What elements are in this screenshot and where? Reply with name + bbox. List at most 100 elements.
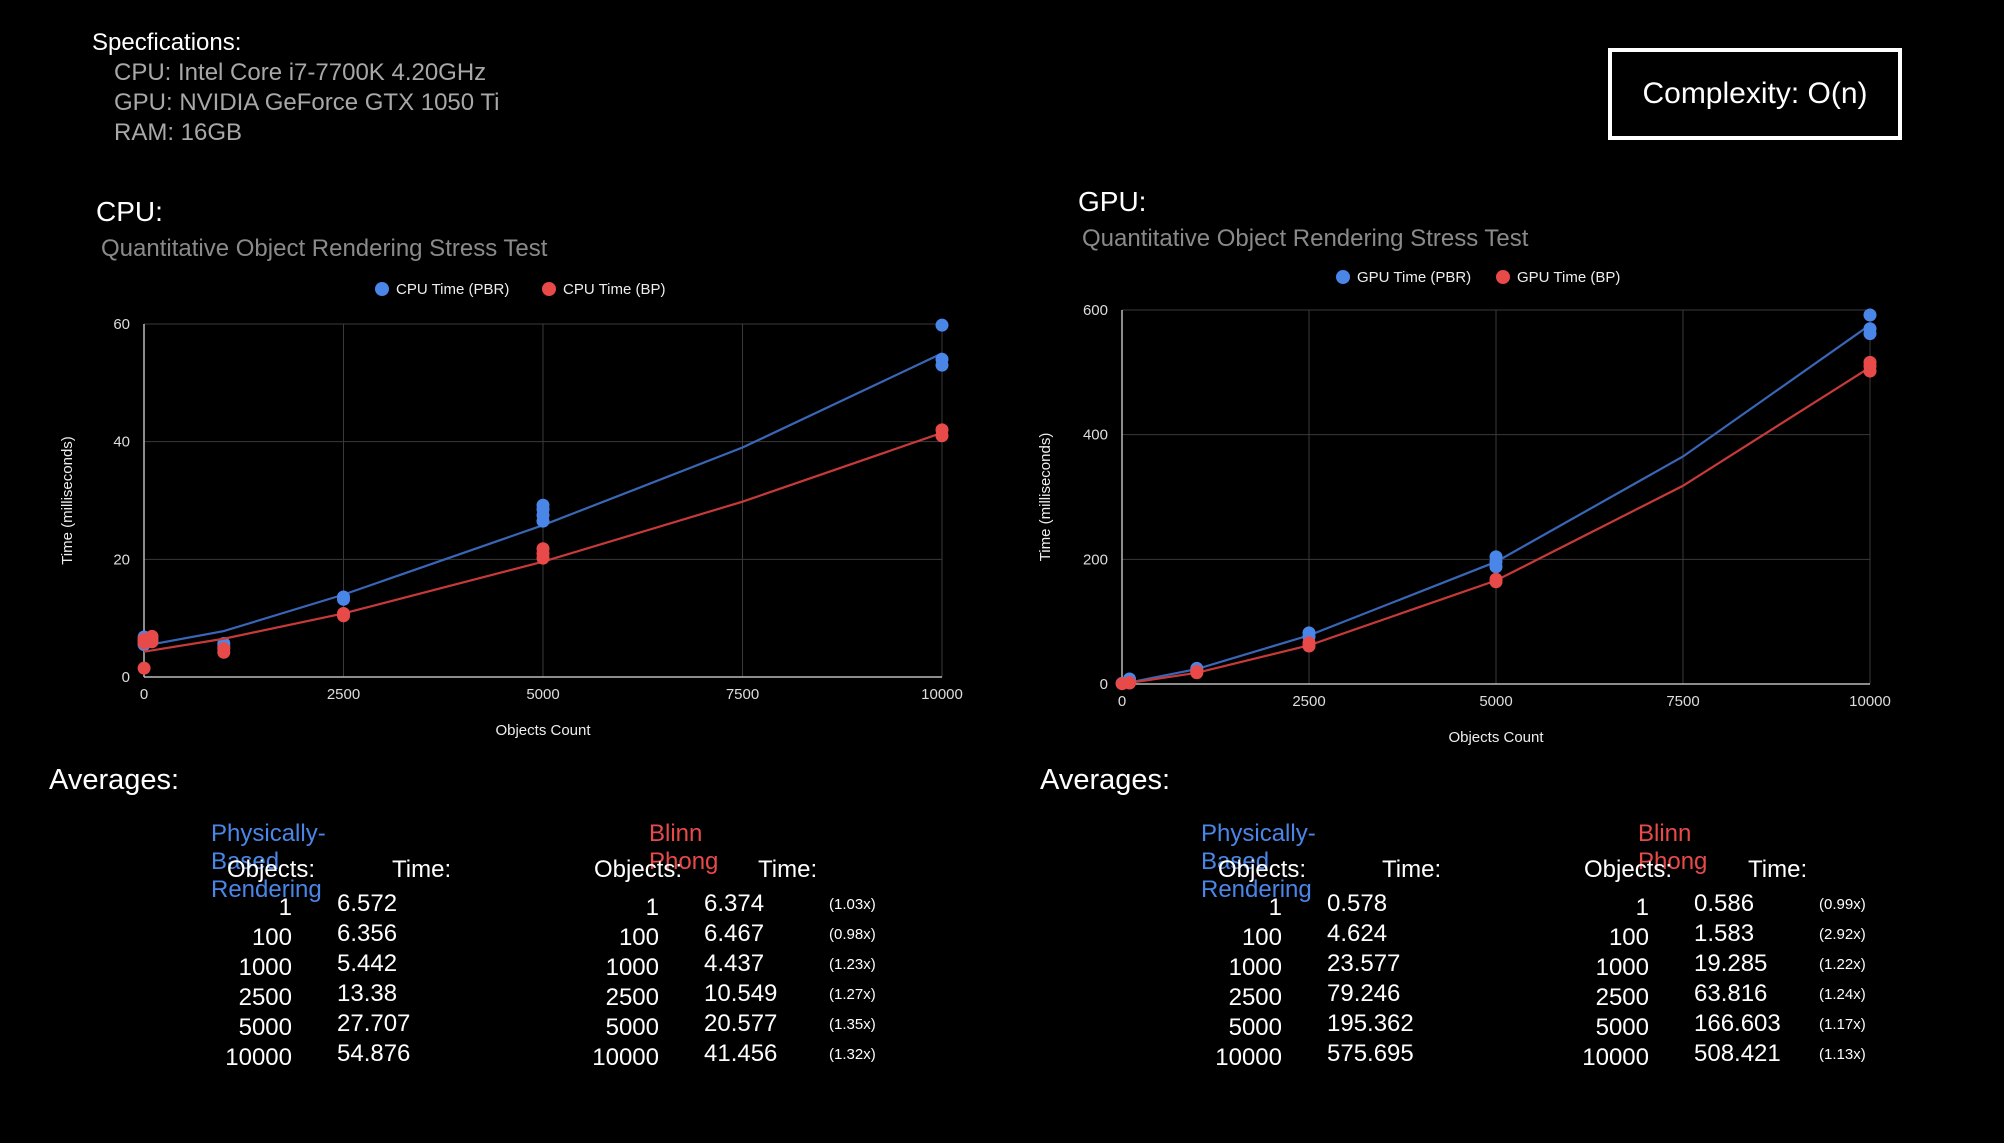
cpu-chart-xtick-label: 7500 (726, 686, 759, 703)
gpu-pbr-row: 1 0.578 (1162, 890, 1582, 921)
gpu-chart-series-bp-point (1190, 665, 1204, 679)
cpu-pbr-row: 5000 27.707 (172, 1010, 592, 1041)
cpu-chart-xtick-label: 5000 (526, 686, 559, 703)
cpu-bp-row: 1000 4.437 (1.23x) (539, 950, 959, 981)
cpu-chart-ytick-label: 20 (113, 551, 130, 568)
cpu-pbr-objects-cell: 1000 (238, 954, 292, 981)
cpu-chart-series-bp-point (145, 629, 159, 643)
cpu-chart-xtick-label: 2500 (327, 686, 360, 703)
cpu-bp-row: 100 6.467 (0.98x) (539, 920, 959, 951)
complexity-box: Complexity: O(n) (1608, 48, 1902, 140)
gpu-chart-xtick-label: 10000 (1849, 693, 1891, 710)
gpu-pbr-time-cell: 23.577 (1327, 950, 1401, 977)
cpu-chart-series-pbr-trendline (143, 352, 943, 647)
gpu-pbr-row: 10000 575.695 (1162, 1040, 1582, 1071)
cpu-bp-time-cell: 20.577 (704, 1010, 778, 1037)
cpu-pbr-objects-cell: 2500 (238, 984, 292, 1011)
gpu-bp-time-cell: 1.583 (1694, 920, 1755, 947)
gpu-bp-row: 2500 63.816 (1.24x) (1529, 980, 1949, 1011)
gpu-pbr-time-cell: 575.695 (1327, 1040, 1414, 1067)
cpu-bp-ratio-cell: (1.03x) (829, 896, 876, 913)
gpu-chart-series-bp-point (1863, 355, 1877, 369)
gpu-chart-y-axis-label: Time (milliseconds) (1037, 433, 1054, 562)
cpu-bp-objects-cell: 2500 (605, 984, 659, 1011)
cpu-bp-time-cell: 6.467 (704, 920, 765, 947)
gpu-bp-ratio-cell: (1.17x) (1819, 1016, 1866, 1033)
gpu-chart-series-pbr-point (1863, 322, 1877, 336)
cpu-pbr-row: 1000 5.442 (172, 950, 592, 981)
cpu-bp-objects-cell: 1 (645, 894, 659, 921)
cpu-chart-legend-label-pbr: CPU Time (PBR) (396, 281, 509, 298)
gpu-pbr-heading: Physically-Based Rendering (1201, 820, 1316, 903)
cpu-chart-ytick-label: 60 (113, 316, 130, 333)
cpu-chart-legend-marker-pbr (375, 282, 389, 296)
cpu-chart: 0 2500 5000 7500 10000 0 20 40 60 Objects Count Ti… (59, 281, 963, 739)
gpu-pbr-row: 5000 195.362 (1162, 1010, 1582, 1041)
gpu-pbr-objects-cell: 5000 (1228, 1014, 1282, 1041)
cpu-bp-time-header: Time: (758, 856, 818, 883)
gpu-chart-legend-label-bp: GPU Time (BP) (1517, 269, 1620, 286)
cpu-pbr-heading: Physically-Based Rendering (211, 820, 326, 903)
cpu-pbr-row: 2500 13.38 (172, 980, 592, 1011)
cpu-bp-time-cell: 4.437 (704, 950, 765, 977)
gpu-pbr-row: 1000 23.577 (1162, 950, 1582, 981)
gpu-bp-ratio-cell: (1.13x) (1819, 1046, 1866, 1063)
cpu-bp-heading: Blinn Phong (649, 820, 719, 875)
gpu-chart-series-pbr-point (1489, 550, 1503, 564)
gpu-bp-row: 1000 19.285 (1.22x) (1529, 950, 1949, 981)
specs-cpu: CPU: Intel Core i7-7700K 4.20GHz (114, 59, 487, 86)
gpu-chart-series-pbr-trendline (1121, 324, 1871, 686)
cpu-bp-ratio-cell: (1.27x) (829, 986, 876, 1003)
cpu-chart-series-bp-point (536, 542, 550, 556)
cpu-chart-series-bp-point (137, 661, 151, 675)
gpu-pbr-row: 2500 79.246 (1162, 980, 1582, 1011)
cpu-bp-row: 5000 20.577 (1.35x) (539, 1010, 959, 1041)
cpu-pbr-row: 100 6.356 (172, 920, 592, 951)
cpu-pbr-objects-cell: 100 (251, 924, 292, 951)
gpu-chart-series-bp-point (1489, 572, 1503, 586)
cpu-pbr-time-header: Time: (392, 856, 452, 883)
gpu-bp-time-header: Time: (1748, 856, 1808, 883)
cpu-pbr-time-cell: 6.572 (337, 890, 398, 917)
cpu-bp-row: 2500 10.549 (1.27x) (539, 980, 959, 1011)
gpu-chart-series-bp-point (1302, 636, 1316, 650)
cpu-averages-title: Averages: (49, 764, 180, 796)
gpu-pbr-objects-cell: 1000 (1228, 954, 1282, 981)
gpu-chart-xtick-label: 0 (1118, 693, 1126, 710)
gpu-bp-objects-cell: 5000 (1595, 1014, 1649, 1041)
cpu-pbr-time-cell: 5.442 (337, 950, 398, 977)
gpu-chart-xtick-label: 5000 (1479, 693, 1512, 710)
gpu-panel-label: GPU: (1078, 186, 1147, 217)
gpu-bp-objects-cell: 100 (1608, 924, 1649, 951)
cpu-chart-series-pbr-point (935, 318, 949, 332)
cpu-bp-objects-cell: 10000 (592, 1044, 659, 1071)
gpu-bp-objects-cell: 10000 (1582, 1044, 1649, 1071)
cpu-chart-series-pbr-point (935, 352, 949, 366)
gpu-chart-ytick-label: 200 (1083, 551, 1108, 568)
gpu-pbr-time-cell: 195.362 (1327, 1010, 1414, 1037)
cpu-chart-legend-label-bp: CPU Time (BP) (563, 281, 666, 298)
cpu-pbr-time-cell: 27.707 (337, 1010, 411, 1037)
cpu-bp-time-cell: 41.456 (704, 1040, 778, 1067)
gpu-bp-time-cell: 19.285 (1694, 950, 1768, 977)
cpu-chart-series-pbr-point (337, 590, 350, 604)
gpu-bp-ratio-cell: (0.99x) (1819, 896, 1866, 913)
cpu-bp-ratio-cell: (1.32x) (829, 1046, 876, 1063)
cpu-bp-objects-cell: 1000 (605, 954, 659, 981)
gpu-bp-time-cell: 0.586 (1694, 890, 1755, 917)
cpu-panel-label: CPU: (96, 196, 163, 227)
gpu-bp-objects-header: Objects: (1584, 856, 1673, 883)
gpu-chart-ytick-label: 0 (1100, 676, 1108, 693)
cpu-bp-ratio-cell: (0.98x) (829, 926, 876, 943)
cpu-bp-objects-cell: 5000 (605, 1014, 659, 1041)
gpu-bp-ratio-cell: (1.22x) (1819, 956, 1866, 973)
gpu-pbr-row: 100 4.624 (1162, 920, 1582, 951)
specs-gpu: GPU: NVIDIA GeForce GTX 1050 Ti (114, 89, 500, 116)
gpu-pbr-objects-cell: 10000 (1215, 1044, 1282, 1071)
cpu-chart-series-bp-trendline (143, 431, 943, 653)
cpu-pbr-time-cell: 54.876 (337, 1040, 411, 1067)
cpu-pbr-objects-cell: 10000 (225, 1044, 292, 1071)
gpu-chart: 0 2500 5000 7500 10000 0 200 400 600 Objects Coun… (1037, 269, 1891, 746)
gpu-bp-objects-cell: 1000 (1595, 954, 1649, 981)
gpu-pbr-objects-cell: 2500 (1228, 984, 1282, 1011)
